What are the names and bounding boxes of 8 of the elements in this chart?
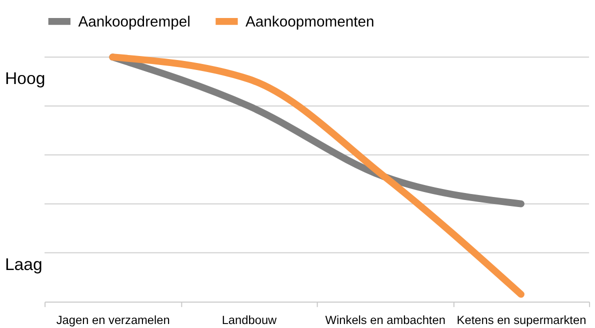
legend-label: Aankoopmomenten	[246, 14, 374, 30]
text: Laag	[4, 254, 42, 274]
x-tick-label: Landbouw	[222, 312, 278, 327]
annotation: Hoog	[4, 69, 46, 88]
x-tick-label: Ketens en supermarkten	[456, 312, 586, 327]
x-tick-label: Jagen en verzamelen	[56, 312, 170, 327]
legend-label: Aankoopdrempel	[78, 14, 190, 30]
x-tick-label: Winkels en ambachten	[325, 312, 446, 327]
